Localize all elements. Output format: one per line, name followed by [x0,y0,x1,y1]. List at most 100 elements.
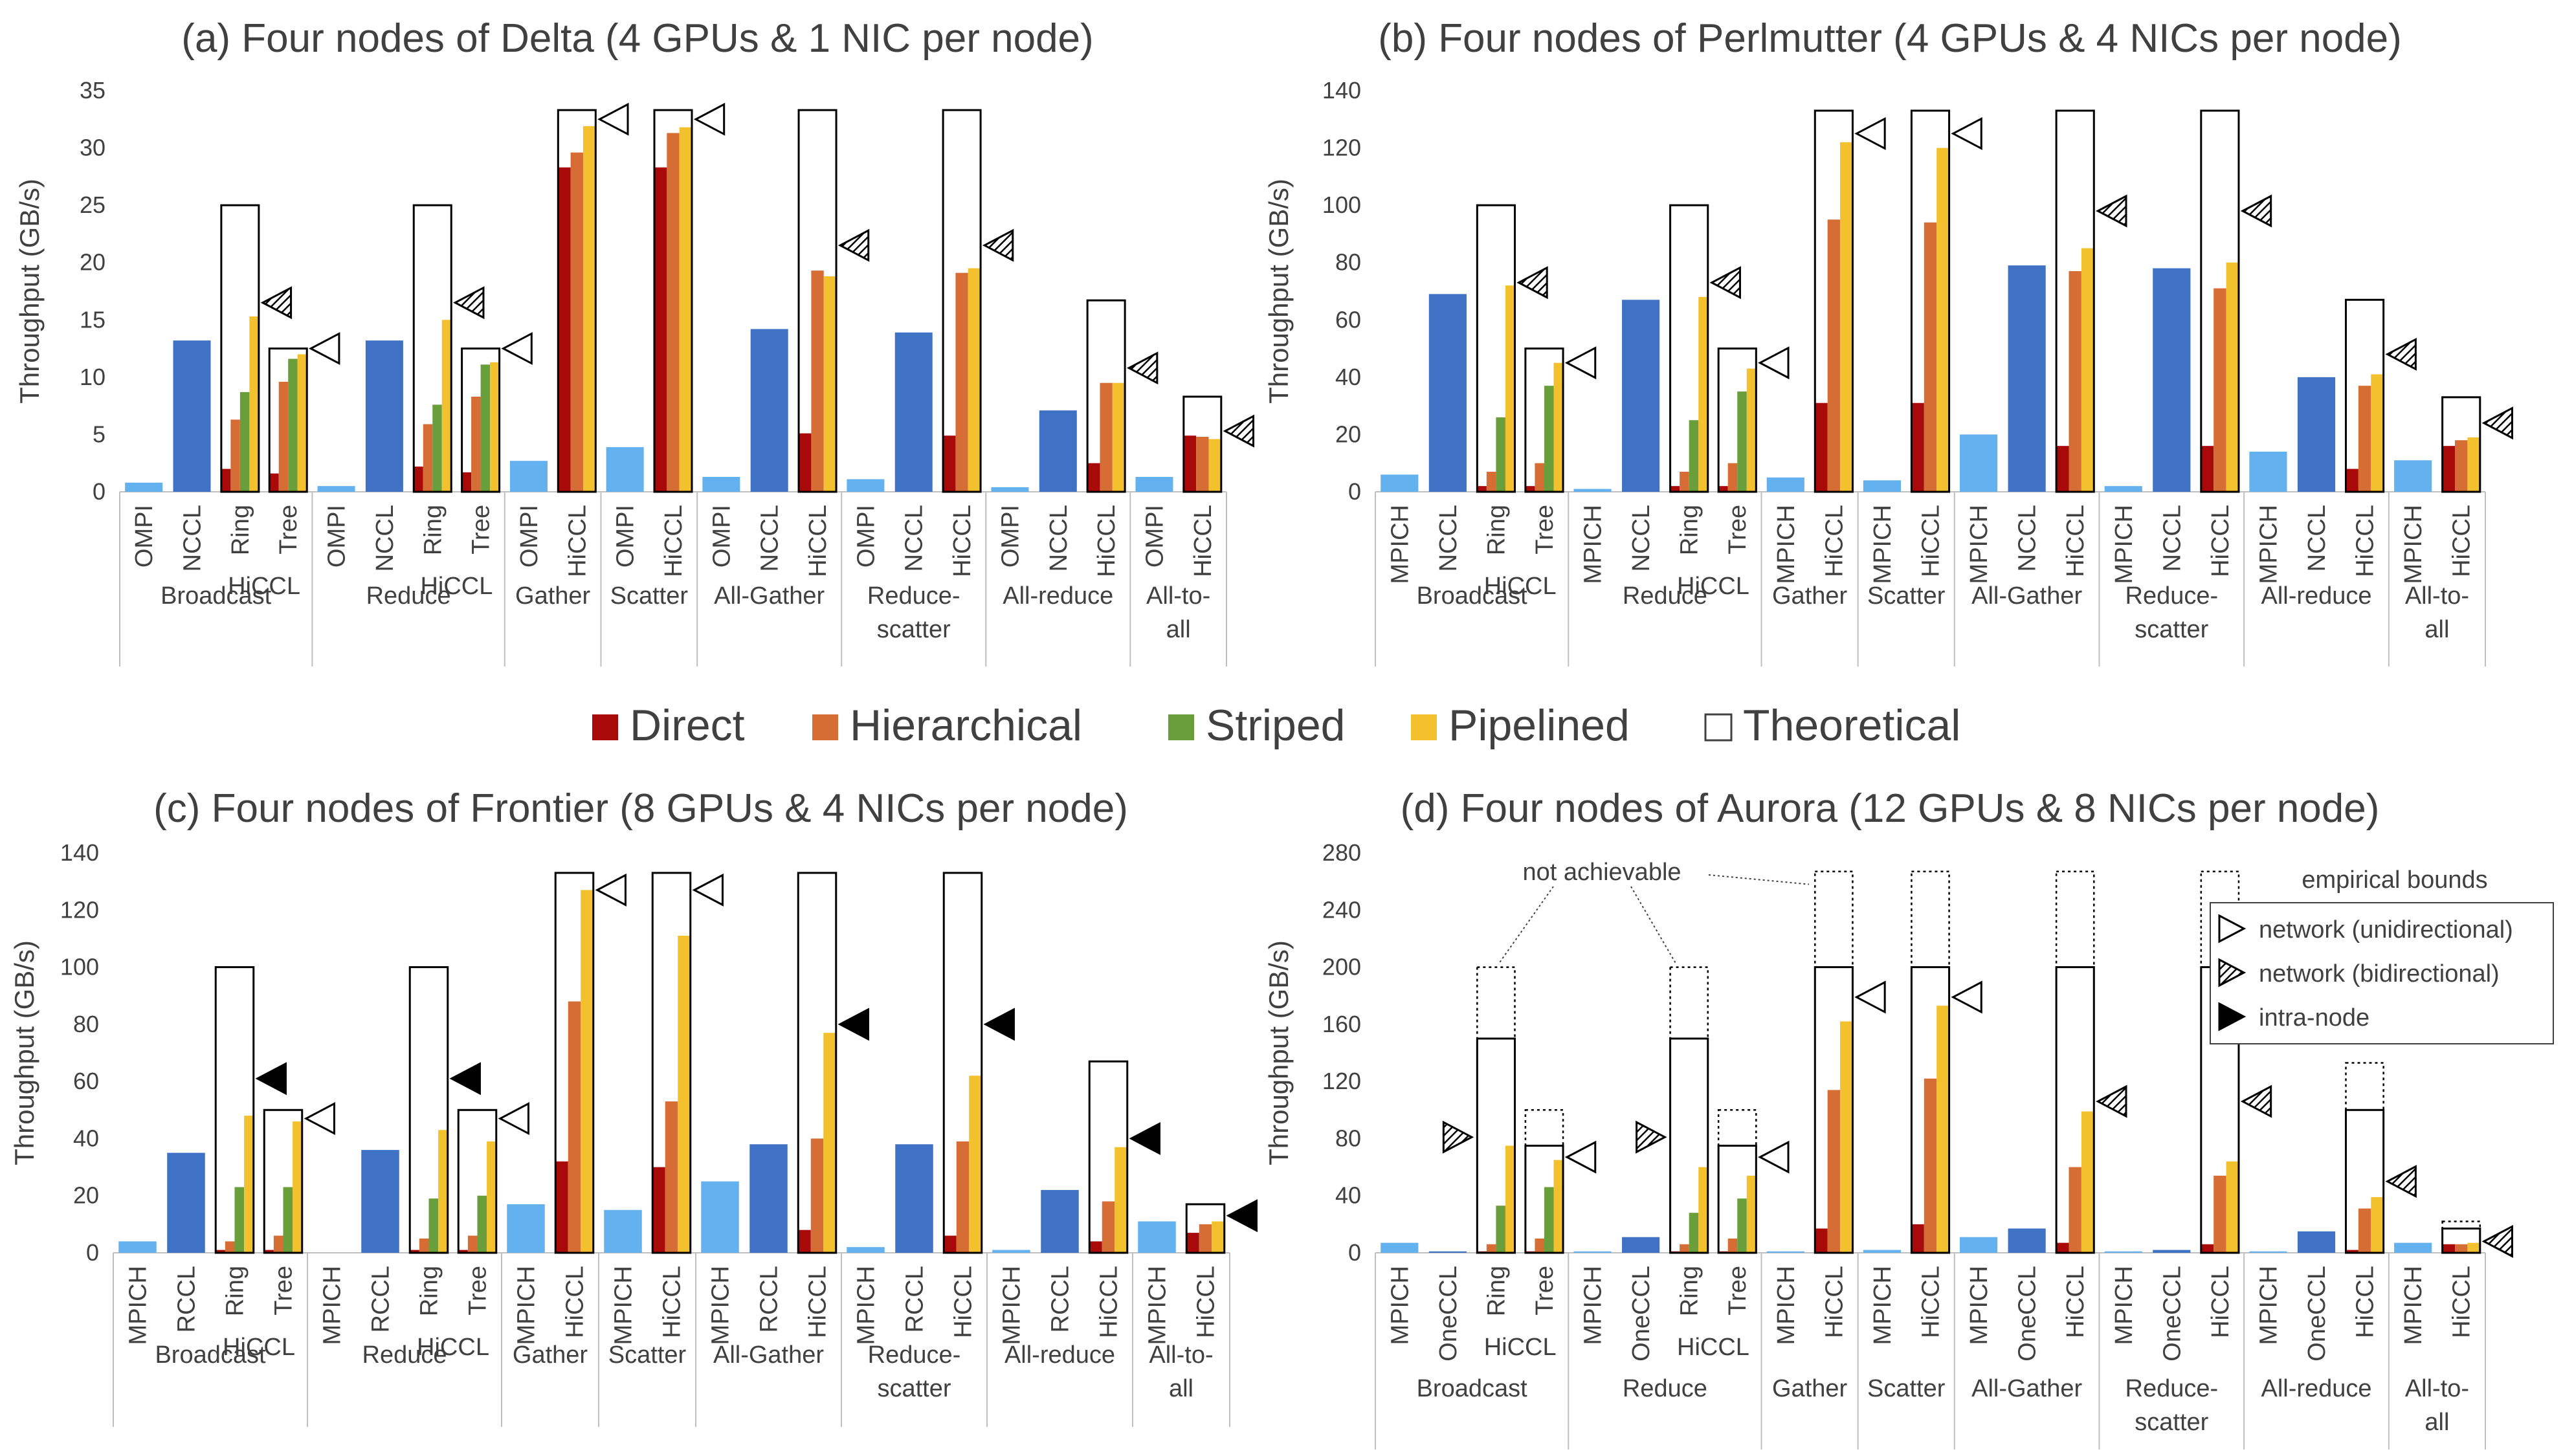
category-label: HiCCL [564,505,591,577]
bar-mpi [507,1204,545,1253]
bar-mpi [701,1181,739,1253]
bar-pipelined [244,1116,254,1253]
bar-pipelined [1505,1145,1515,1253]
theoretical-box [1669,204,1709,493]
theoretical-box [1524,347,1564,493]
bar-hierarchical [1486,1244,1496,1253]
y-tick-label: 120 [60,896,99,923]
bar-direct [1089,1241,1102,1253]
bar-hierarchical [2455,1244,2468,1253]
theoretical-box [1910,966,1951,1254]
y-tick-label: 20 [80,249,105,276]
y-tick-label: 80 [1335,249,1361,276]
bar-direct [1525,486,1535,492]
group-label: All-reduce [1003,582,1113,610]
category-label: HiCCL [1821,1266,1848,1338]
bar-vendor [1039,410,1077,492]
bar-direct [2442,1244,2456,1253]
y-tick-label: 0 [1348,1239,1361,1266]
chart-panel-c: (c) Four nodes of Frontier (8 GPUs & 4 N… [9,786,1258,1427]
category-label: MPICH [853,1266,880,1345]
bar-direct [1815,1228,1828,1253]
bar-pipelined [679,127,692,492]
bar-vendor [2008,265,2046,492]
category-label: OMPI [516,505,543,568]
group-label: Scatter [1867,582,1946,610]
category-label: OMPI [324,505,351,568]
group-label: Reduce [1623,1375,1707,1402]
y-tick-label: 5 [93,421,105,447]
bar-hierarchical [570,152,583,492]
y-tick-label: 35 [80,77,105,104]
group-label: scatter [2135,616,2208,643]
bar-hierarchical [471,396,481,492]
category-label: HiCCL [1193,1266,1220,1338]
legend-swatch-hierarchical [812,714,838,740]
bar-mpi [1863,480,1902,492]
marker-legend: empirical bounds network (unidirectional)… [2210,866,2554,1044]
bar-direct [2346,469,2358,492]
bar-mpi [118,1241,157,1253]
bar-hierarchical [2069,271,2081,492]
legend-swatch-pipelined [1411,714,1437,740]
y-tick-label: 0 [1348,478,1361,505]
group-label: Broadcast [1417,582,1528,610]
category-label: Tree [468,505,495,555]
category-label: MPICH [2400,505,2427,584]
bar-pipelined [293,1121,302,1253]
theoretical-box [461,347,501,493]
category-label: MPICH [1144,1266,1171,1345]
bar-mpi [1573,489,1612,492]
theoretical-box [2345,298,2385,493]
bar-hierarchical [419,1238,429,1253]
category-label: Tree [1531,505,1559,555]
theoretical-box [2055,966,2095,1254]
y-tick-label: 25 [80,192,105,218]
group-label: Scatter [608,1341,687,1369]
category-label: Ring [419,505,447,555]
bar-hierarchical [230,419,240,492]
y-tick-label: 10 [80,364,105,390]
theoretical-box [1182,395,1223,493]
not-achievable-box [1814,870,1854,968]
theoretical-box [2200,109,2240,493]
bar-mpi [2104,1251,2142,1253]
category-label: OMPI [997,505,1024,568]
y-tick-label: 60 [1335,306,1361,333]
theoretical-box [1476,204,1516,493]
marker-legend-box [2210,902,2554,1044]
legend-label: Hierarchical [850,701,1082,750]
bar-vendor [1428,294,1467,492]
not-achievable-box [1524,1109,1564,1147]
bar-hierarchical [1727,463,1738,492]
bar-hierarchical [811,270,824,492]
bar-vendor [2008,1228,2046,1253]
bar-striped [1496,417,1505,492]
theoretical-box [220,204,260,493]
theoretical-box [653,109,693,493]
group-label: scatter [877,616,951,643]
category-label: MPICH [2255,505,2282,584]
hatched-bound-marker [2240,1085,2272,1118]
bar-direct [461,472,472,492]
bar-hierarchical [1827,219,1841,492]
theoretical-box [263,1109,304,1254]
bar-hierarchical [955,272,968,492]
legend-label: Pipelined [1448,701,1630,750]
bar-direct [216,1250,225,1253]
bar-direct [2056,446,2069,492]
category-label: NCCL [179,505,206,571]
category-label: RCCL [173,1266,201,1332]
open-bound-marker [693,102,726,136]
y-tick-label: 0 [93,478,105,505]
theoretical-box [1185,1203,1226,1254]
theoretical-box [1717,1144,1757,1254]
not-achievable-box [2441,1220,2481,1230]
bar-hierarchical [1199,1224,1212,1253]
annotation-leader [1630,886,1677,965]
bar-vendor [895,1144,933,1253]
bar-mpi [1766,1251,1804,1253]
theoretical-box [554,872,595,1254]
theoretical-box [408,966,449,1254]
group-label: all [2424,1409,2449,1436]
